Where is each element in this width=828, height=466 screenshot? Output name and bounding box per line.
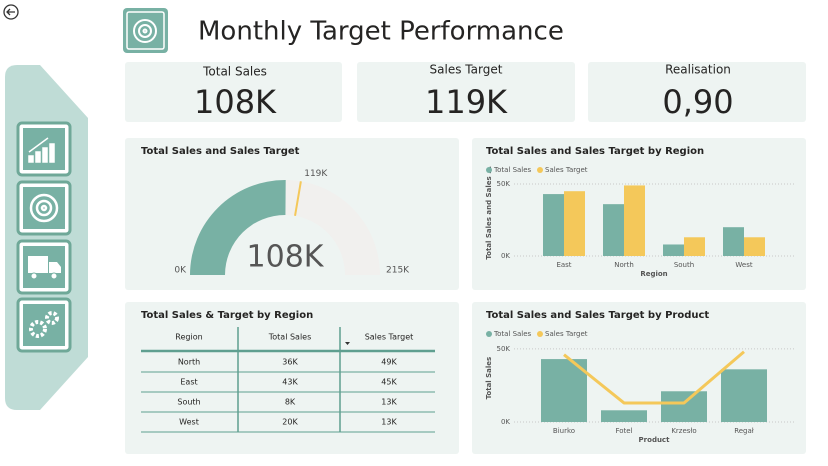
x-tick-label: Biurko: [553, 427, 575, 435]
x-tick-label: North: [614, 261, 634, 269]
y-tick-label: 50K: [497, 345, 511, 353]
y-tick-label: 50K: [497, 180, 511, 188]
nav-wheel: [50, 272, 58, 280]
legend-marker: [486, 167, 492, 173]
header-icon-frame: [126, 11, 165, 50]
table-cell: West: [179, 418, 199, 427]
nav-wheel: [30, 272, 38, 280]
bar: [603, 204, 624, 256]
bar: [601, 410, 647, 422]
x-tick-label: South: [674, 261, 694, 269]
panel: [125, 302, 459, 454]
header-icon-target: [133, 19, 157, 43]
y-tick-label: 0K: [501, 252, 510, 260]
gauge-max-label: 215K: [386, 266, 410, 276]
nav-icon: [28, 256, 61, 273]
table-cell: North: [178, 358, 200, 367]
legend-label: Total Sales: [493, 166, 532, 174]
bar: [624, 185, 645, 256]
nav-fill: [23, 187, 65, 229]
x-tick-label: Fotel: [615, 427, 632, 435]
bar: [663, 244, 684, 256]
kpi-card: [125, 62, 342, 122]
x-axis-label: Product: [639, 436, 671, 444]
kpi-label: Sales Target: [430, 63, 503, 77]
x-tick-label: West: [735, 261, 752, 269]
bar: [661, 391, 707, 422]
y-tick-label: 0K: [501, 418, 510, 426]
gauge-value-label: 108K: [247, 240, 325, 275]
gauge-min-label: 0K: [174, 266, 187, 276]
kpi-value: 119K: [425, 83, 508, 121]
panel-title: Total Sales & Target by Region: [141, 310, 313, 321]
y-axis-label: Total Sales: [485, 357, 493, 400]
nav-icon: [29, 193, 59, 223]
back-circle: [3, 4, 19, 20]
legend-marker: [537, 167, 543, 173]
bar: [684, 237, 705, 256]
gauge-target: [294, 181, 302, 217]
column-header: Sales Target: [365, 333, 414, 342]
table-cell: 49K: [381, 358, 397, 367]
nav-icon: [28, 137, 55, 163]
panel-title: Total Sales and Sales Target: [141, 146, 300, 157]
line: [563, 350, 745, 405]
kpi-value: 0,90: [662, 83, 733, 121]
table-cell: South: [177, 398, 200, 407]
kpi-card: [588, 62, 806, 122]
nav-icon: [29, 311, 59, 338]
legend-marker: [537, 331, 543, 337]
nav-settings[interactable]: [16, 297, 72, 353]
page-title: Monthly Target Performance: [198, 17, 564, 47]
bar: [721, 369, 767, 422]
nav-target[interactable]: [16, 180, 72, 236]
table-cell: 13K: [381, 398, 397, 407]
y-axis-label: Total Sales and Sales ...: [485, 166, 493, 260]
table-cell: 13K: [381, 418, 397, 427]
table-cell: 43K: [282, 378, 298, 387]
legend-label: Sales Target: [545, 330, 588, 338]
x-axis-label: Region: [640, 270, 667, 278]
column-header: Region: [175, 333, 202, 342]
bar: [564, 191, 585, 256]
bar: [543, 194, 564, 256]
table-cell: 45K: [381, 378, 397, 387]
table-cell: 36K: [282, 358, 298, 367]
sidebar: [5, 65, 88, 410]
bar: [541, 359, 587, 422]
x-tick-label: East: [556, 261, 571, 269]
kpi-label: Realisation: [665, 63, 731, 77]
nav-delivery[interactable]: [16, 239, 72, 295]
legend-label: Total Sales: [493, 330, 532, 338]
sort-indicator[interactable]: [345, 342, 350, 345]
target-label: 119K: [304, 169, 328, 179]
kpi-card: [357, 62, 575, 122]
legend-label: Sales Target: [545, 166, 588, 174]
table-cell: 20K: [282, 418, 298, 427]
back-arrow: [6, 8, 15, 16]
nav-sales[interactable]: [16, 121, 72, 177]
table-cell: East: [180, 378, 197, 387]
panel-title: Total Sales and Sales Target by Product: [486, 310, 709, 321]
bar: [744, 237, 765, 256]
bar: [723, 227, 744, 256]
back-button[interactable]: [3, 4, 19, 20]
kpi-label: Total Sales: [202, 65, 267, 79]
legend-marker: [486, 331, 492, 337]
gauge-value: [190, 180, 286, 275]
panel-title: Total Sales and Sales Target by Region: [486, 146, 704, 157]
x-tick-label: Krzesło: [671, 427, 696, 435]
table-cell: 8K: [285, 398, 296, 407]
x-tick-label: Regał: [734, 427, 754, 435]
table-lines: [141, 327, 435, 433]
nav-fill: [23, 304, 65, 346]
kpi-value: 108K: [194, 83, 277, 121]
column-header: Total Sales: [268, 333, 312, 342]
